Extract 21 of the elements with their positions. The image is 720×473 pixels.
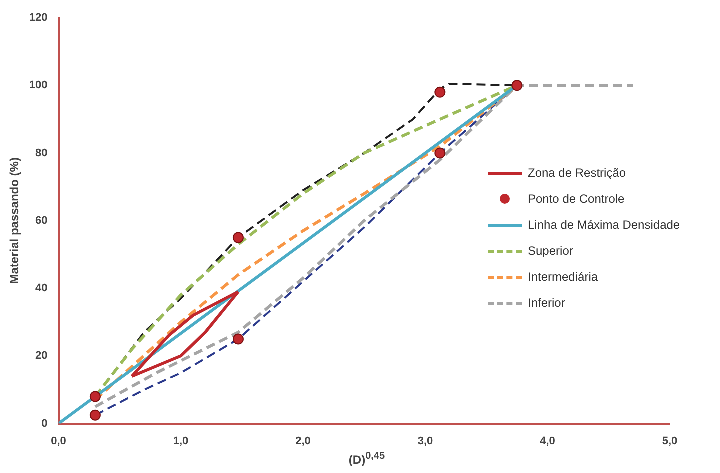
y-tick-label: 20: [36, 350, 48, 362]
x-tick-label: 4,0: [540, 435, 556, 448]
y-tick-label: 80: [36, 147, 48, 160]
x-tick-label: 5,0: [662, 435, 678, 448]
y-tick-label: 60: [36, 214, 48, 227]
y-tick-label: 40: [36, 282, 48, 295]
legend-label: Superior: [528, 244, 574, 258]
legend-label: Linha de Máxima Densidade: [528, 218, 680, 232]
y-axis-title: Material passando (%): [8, 158, 22, 284]
y-tick-label: 100: [29, 80, 48, 92]
x-tick-label: 1,0: [173, 435, 189, 448]
x-tick-label: 3,0: [418, 435, 434, 448]
legend-label: Intermediária: [528, 270, 598, 284]
legend-label: Ponto de Controle: [528, 192, 625, 206]
y-tick-label: 0: [42, 418, 48, 430]
x-tick-label: 2,0: [296, 435, 311, 448]
x-axis-title: (D)$^{0,45}$: [348, 451, 386, 467]
legend-label: Inferior: [528, 296, 566, 310]
y-tick-label: 120: [29, 12, 48, 24]
x-tick-label: 0,0: [51, 435, 66, 448]
legend-label: Zona de Restrição: [528, 166, 626, 180]
